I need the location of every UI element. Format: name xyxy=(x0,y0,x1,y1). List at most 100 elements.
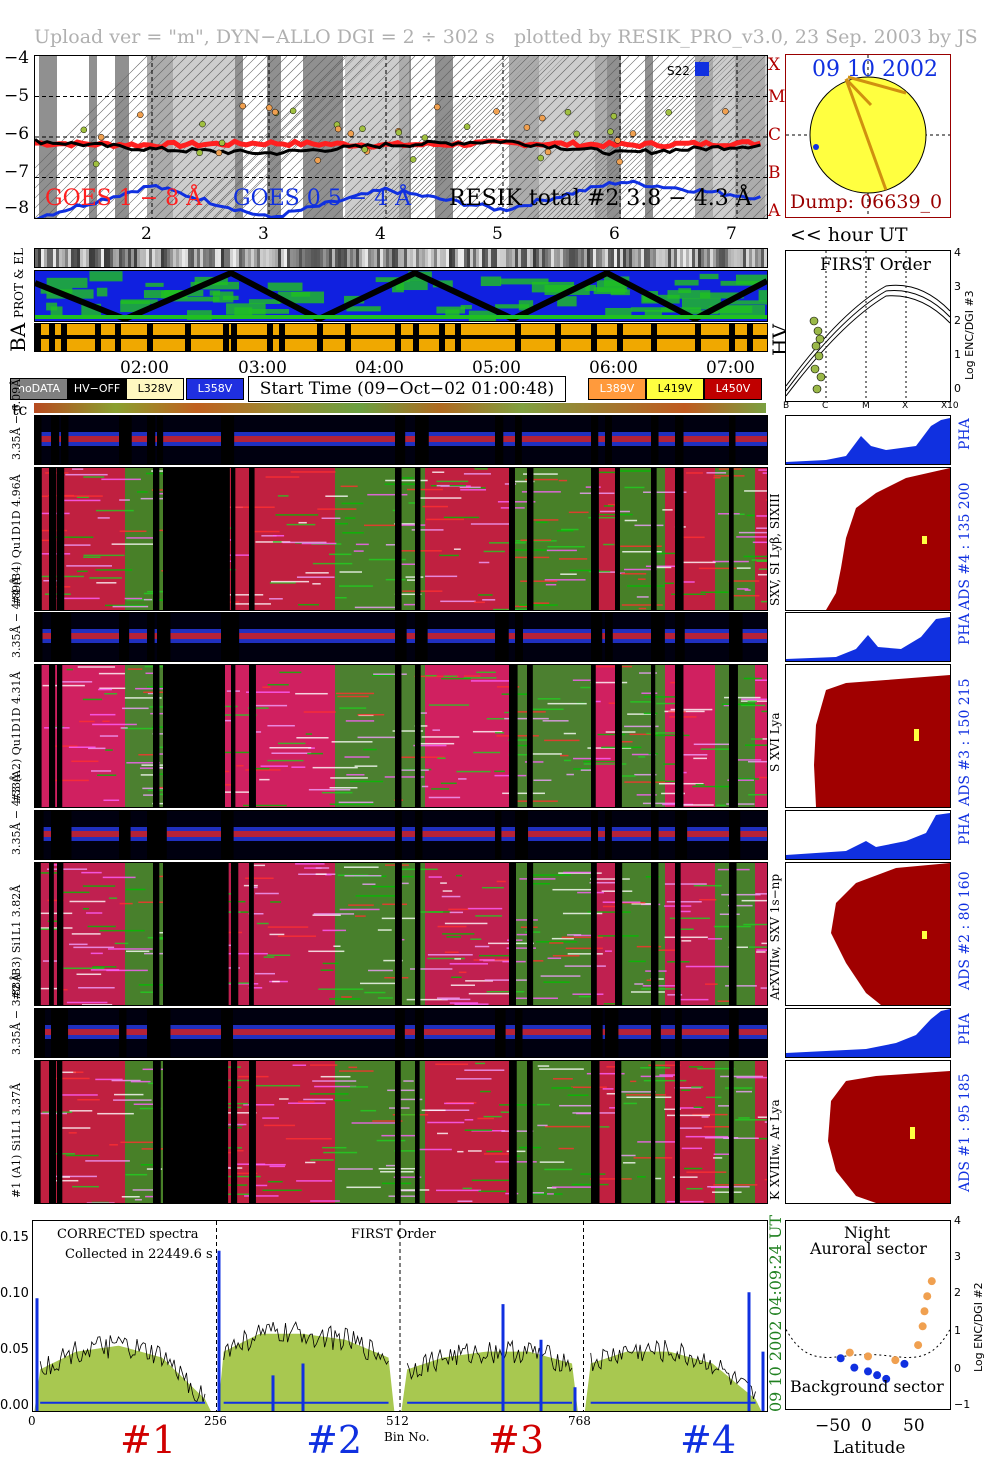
time-axis: 02:00 03:00 04:00 05:00 06:00 07:00 xyxy=(34,358,766,378)
gray-cell xyxy=(710,249,713,267)
spec-line xyxy=(219,714,257,716)
spec-line xyxy=(39,927,73,929)
gray-cell xyxy=(521,249,524,267)
gray-cell xyxy=(158,249,161,267)
spec-line xyxy=(44,727,70,729)
spec-line xyxy=(39,912,73,915)
spec-line xyxy=(51,1179,79,1182)
spec-line xyxy=(354,606,400,609)
spec-line xyxy=(470,938,482,940)
pha-gap xyxy=(729,1009,739,1057)
spec-line xyxy=(757,573,767,576)
spec-line xyxy=(259,778,270,781)
spec-line xyxy=(724,696,761,699)
gray-cell xyxy=(197,249,200,267)
spec-line xyxy=(425,575,458,578)
spec-line xyxy=(666,1114,711,1117)
hour-axis: 2 3 4 5 6 7 xyxy=(34,224,766,246)
gray-cell xyxy=(131,249,134,267)
spec-line xyxy=(152,802,174,805)
spec-line xyxy=(321,791,353,794)
spec-line xyxy=(269,1165,285,1168)
spec-line xyxy=(229,1102,249,1105)
gray-cell xyxy=(110,249,113,267)
spec-line xyxy=(147,692,156,695)
spec-gap xyxy=(615,863,623,1005)
spec-line xyxy=(360,1109,377,1112)
spec-line xyxy=(705,1096,722,1099)
spec-line xyxy=(572,993,604,995)
spec-line xyxy=(265,476,300,478)
plot-header: Upload ver = "m", DYN−ALLO DGI = 2 ÷ 302… xyxy=(0,0,1004,48)
spec-line xyxy=(700,748,731,750)
spec-line xyxy=(305,733,313,735)
spec-line xyxy=(384,483,420,485)
gray-cell xyxy=(476,249,479,267)
spec-line xyxy=(431,788,450,790)
spec-line xyxy=(350,780,384,783)
gray-cell xyxy=(338,249,341,267)
gray-cell xyxy=(452,249,455,267)
spec-line xyxy=(634,773,657,776)
spec-line xyxy=(467,1150,482,1152)
spec-line xyxy=(463,675,481,677)
detector-point xyxy=(289,107,297,115)
pha-gap xyxy=(495,613,509,661)
spec-line xyxy=(335,596,347,599)
legend-l450v: L450V xyxy=(704,378,762,400)
spec-line xyxy=(392,730,424,732)
spec-line xyxy=(726,803,755,805)
spec-line xyxy=(405,576,424,578)
spec-line xyxy=(546,1193,554,1195)
spec-line xyxy=(267,759,304,762)
spec-line xyxy=(758,469,767,471)
spec-line xyxy=(68,746,96,749)
spec-line xyxy=(333,945,341,947)
gray-cell xyxy=(350,249,353,267)
spec-line xyxy=(608,702,617,704)
pha-hist-ch3 xyxy=(785,612,951,662)
gray-cell xyxy=(671,249,674,267)
gray-cell xyxy=(167,249,170,267)
spec-line xyxy=(508,739,528,741)
spec-line xyxy=(342,532,364,534)
hatch-line xyxy=(712,163,767,218)
pha-gap xyxy=(35,613,43,661)
spec-line xyxy=(638,756,646,758)
spec-line xyxy=(679,1127,702,1129)
spec-line xyxy=(677,998,709,1001)
spectrogram-ch3 xyxy=(34,664,768,808)
spec-line xyxy=(308,950,345,953)
spec-line xyxy=(255,892,279,895)
spec-line xyxy=(124,697,162,699)
gray-cell xyxy=(236,249,239,267)
spec-line xyxy=(216,1175,261,1178)
gray-cell xyxy=(638,249,641,267)
spec-gap xyxy=(249,1061,256,1203)
pha-gap xyxy=(415,416,429,464)
spec-line xyxy=(693,1106,704,1108)
spec-line xyxy=(539,1161,565,1163)
gray-cell xyxy=(575,249,578,267)
gray-cell xyxy=(254,249,257,267)
spec-line xyxy=(622,551,662,553)
spec-line xyxy=(329,786,358,789)
first-order-xtick: B xyxy=(783,401,790,411)
legend-nodata: noDATA xyxy=(10,378,68,400)
spec-line xyxy=(680,1089,691,1091)
spec-line xyxy=(108,897,118,899)
spec-line xyxy=(419,742,455,745)
ads-label-ch4: ADS #4 : 135 200 xyxy=(957,482,973,610)
gray-cell xyxy=(347,249,350,267)
spec-line xyxy=(643,712,658,715)
gray-cell xyxy=(134,249,137,267)
spec-line xyxy=(425,674,437,677)
spectrogram-plot xyxy=(35,863,767,1005)
spec-line xyxy=(436,997,460,999)
gray-cell xyxy=(65,249,68,267)
spec-line xyxy=(519,878,556,880)
spec-line xyxy=(621,604,663,606)
first-order-ylabel: Log ENC/DGI #3 xyxy=(963,290,976,380)
spec-line xyxy=(428,876,442,878)
gray-cell xyxy=(50,249,53,267)
